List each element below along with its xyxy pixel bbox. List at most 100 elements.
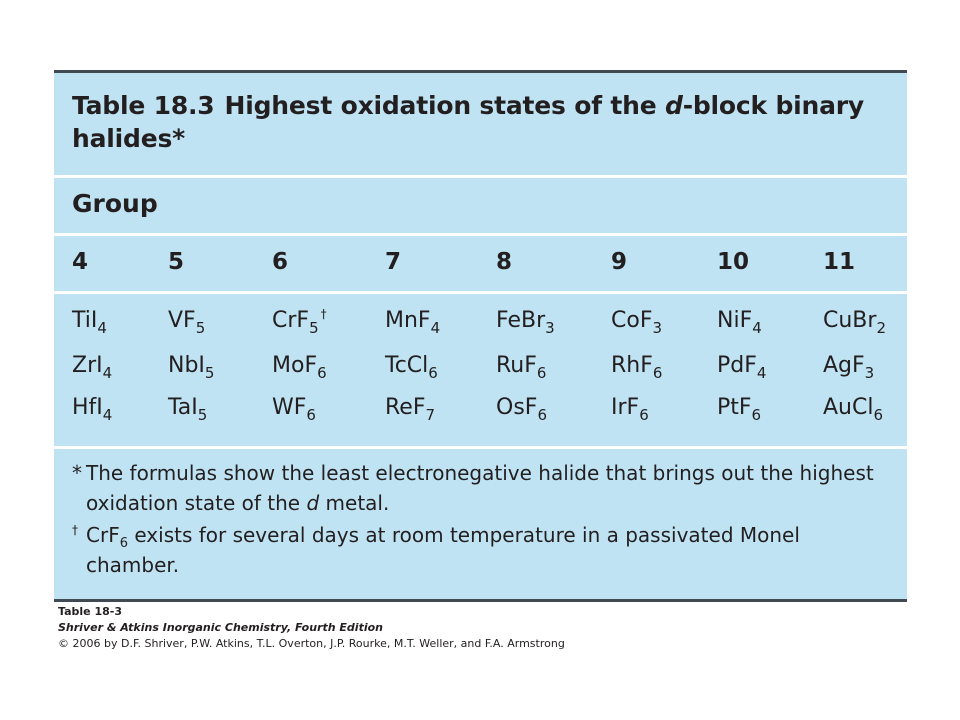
group-header-9: 9: [611, 249, 628, 275]
halide-subscript: 4: [102, 364, 113, 382]
halide-formula: PdF: [717, 353, 757, 378]
halide-subscript: 6: [536, 364, 547, 382]
halide-formula: NiF: [717, 308, 753, 333]
halide-subscript: 3: [864, 364, 875, 382]
halide-cell: MnF4: [385, 308, 441, 337]
halide-subscript: 7: [425, 406, 436, 424]
halide-formula: TiI: [72, 308, 98, 333]
halide-cell: FeBr3: [496, 308, 555, 337]
halide-formula: TcCl: [385, 353, 429, 378]
title-text-d: d: [664, 91, 683, 120]
halide-cell: OsF6: [496, 395, 547, 424]
halide-formula: IrF: [611, 395, 640, 420]
caption-line-1: Table 18-3: [58, 605, 122, 618]
footnote-1: * The formulas show the least electronega…: [72, 458, 892, 518]
halide-formula: AgF: [823, 353, 865, 378]
halide-cell: CoF3: [611, 308, 663, 337]
footnote-dagger-marker: †: [320, 307, 327, 321]
halide-subscript: 5: [197, 406, 208, 424]
halide-subscript: 6: [751, 406, 762, 424]
caption-line-3: © 2006 by D.F. Shriver, P.W. Atkins, T.L…: [58, 637, 565, 650]
halide-formula: CrF: [272, 308, 310, 333]
halide-subscript: 6: [317, 364, 327, 382]
halide-subscript: 6: [537, 406, 547, 424]
footnote-2-line1: exists for several days at room temperat…: [127, 523, 800, 547]
footnote-1-line1: The formulas show the least electronegat…: [86, 461, 874, 485]
caption-line-2: Shriver & Atkins Inorganic Chemistry, Fo…: [58, 621, 383, 634]
halide-subscript: 4: [752, 319, 762, 337]
footnote-1-line2-pre: oxidation state of the: [86, 491, 307, 515]
halide-formula: VF: [168, 308, 196, 333]
halide-formula: RhF: [611, 353, 653, 378]
footnote-2-formula: CrF: [86, 523, 120, 547]
table-title: Table 18.3 Highest oxidation states of th…: [72, 89, 872, 155]
halide-cell: CuBr2: [823, 308, 886, 337]
halide-formula: CoF: [611, 308, 653, 333]
halide-cell: PtF6: [717, 395, 762, 424]
group-header-5: 5: [168, 249, 185, 275]
halide-cell: NiF4: [717, 308, 762, 337]
halide-subscript: 6: [428, 364, 438, 382]
halide-cell: TiI4: [72, 308, 107, 337]
halide-formula: AuCl: [823, 395, 874, 420]
halide-formula: RuF: [496, 353, 537, 378]
halide-cell: WF6: [272, 395, 316, 424]
halide-formula: MoF: [272, 353, 318, 378]
halide-formula: HfI: [72, 395, 103, 420]
divider-group: [54, 233, 907, 236]
halide-cell: ReF7: [385, 395, 436, 424]
halide-cell: RuF6: [496, 353, 547, 382]
halide-subscript: 5: [309, 319, 319, 337]
halide-subscript: 3: [652, 319, 663, 337]
footnote-1-line2-d: d: [306, 491, 320, 515]
halide-formula: FeBr: [496, 308, 546, 333]
halide-cell: MoF6: [272, 353, 327, 382]
halide-subscript: 4: [430, 319, 441, 337]
halide-subscript: 3: [545, 319, 555, 337]
halide-formula: MnF: [385, 308, 431, 333]
halide-subscript: 6: [306, 406, 316, 424]
divider-header: [54, 291, 907, 294]
halide-cell: PdF4: [717, 353, 767, 382]
footnote-1-mark: *: [72, 461, 82, 485]
halide-subscript: 6: [652, 364, 663, 382]
halide-cell: CrF5†: [272, 307, 327, 337]
halide-cell: RhF6: [611, 353, 663, 382]
footnote-2-line2: chamber.: [86, 553, 180, 577]
footnote-2: † CrF6 exists for several days at room te…: [72, 523, 800, 577]
halide-subscript: 6: [873, 406, 884, 424]
title-text-post: -block binary halides*: [72, 91, 865, 153]
divider-title: [54, 175, 907, 178]
halide-subscript: 4: [102, 406, 113, 424]
group-header-6: 6: [272, 249, 289, 275]
halide-cell: NbI5: [168, 353, 214, 381]
halide-formula: ReF: [385, 395, 426, 420]
halide-cell: AgF3: [823, 353, 875, 382]
group-header-10: 10: [717, 249, 750, 275]
group-header-7: 7: [385, 249, 402, 275]
halide-formula: NbI: [168, 353, 205, 378]
halide-cell: ZrI4: [72, 353, 113, 382]
halide-subscript: 2: [876, 319, 886, 337]
halide-subscript: 5: [195, 319, 206, 337]
halide-cell: IrF6: [611, 395, 649, 424]
halide-formula: CuBr: [823, 308, 877, 333]
title-text-pre: Highest oxidation states of the: [224, 91, 665, 120]
halide-formula: TaI: [168, 395, 198, 420]
footnote-1-line2-post: metal.: [319, 491, 390, 515]
table-panel: Table 18.3 Highest oxidation states of th…: [54, 70, 907, 602]
halide-formula: ZrI: [72, 353, 103, 378]
halide-subscript: 4: [756, 364, 767, 382]
group-header-4: 4: [72, 249, 89, 275]
divider-body: [54, 446, 907, 449]
group-header-11: 11: [823, 249, 856, 275]
group-header-8: 8: [496, 249, 513, 275]
halide-subscript: 6: [639, 406, 649, 424]
halide-formula: WF: [272, 395, 307, 420]
halide-formula: PtF: [717, 395, 752, 420]
halide-cell: VF5: [168, 308, 206, 337]
halide-formula: OsF: [496, 395, 538, 420]
halide-cell: AuCl6: [823, 395, 884, 424]
halide-subscript: 4: [97, 319, 107, 337]
halide-cell: TaI5: [168, 395, 208, 424]
